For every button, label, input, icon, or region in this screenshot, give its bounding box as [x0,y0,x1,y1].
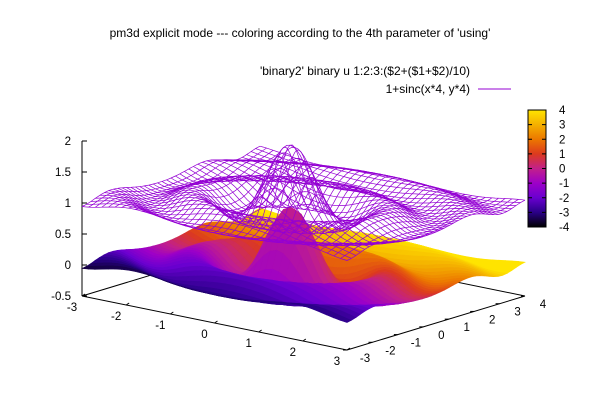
mesh-line [210,159,477,215]
x-tick-mark [258,329,262,333]
pm3d-surface [80,206,526,323]
mesh-line [179,173,445,231]
x-tick-mark [346,347,351,351]
mesh-line [228,159,495,216]
legend-label-binary2: 'binary2' binary u 1:2:3:($2+($1+$2)/10) [260,64,470,78]
mesh-line [326,198,506,254]
mesh-line [202,161,468,220]
x-tick-label: -3 [67,302,77,314]
mesh-line [247,181,426,241]
y-tick-label: 0 [438,330,444,342]
mesh-line [233,160,499,215]
base-edge-right [346,295,526,351]
z-tick-label: 1 [65,198,71,210]
mesh-line [206,160,472,217]
mesh-line [333,198,512,257]
mesh-line [260,185,439,243]
mesh-line [259,145,526,201]
x-tick-label: 3 [334,356,340,368]
pm3d-cell [339,317,353,323]
mesh-line [234,176,413,238]
x-tick-mark [170,311,174,315]
x-tick-label: 0 [201,329,207,341]
colorbox-tick-label: 4 [559,105,566,117]
mesh-line [219,159,486,215]
z-tick-label: 0 [65,260,71,272]
y-tick-label: -2 [385,345,395,357]
y-tick-label: -3 [360,353,370,365]
colorbox-tick-label: -2 [559,193,569,205]
x-tick-label: 1 [245,338,251,350]
x-tick-label: 2 [290,347,296,359]
legend-label-sinc: 1+sinc(x*4, y*4) [386,82,470,96]
colorbox-tick-label: 0 [559,164,565,176]
chart-title: pm3d explicit mode --- coloring accordin… [110,26,491,40]
x-tick-label: -2 [111,311,121,323]
y-tick-label: 1 [464,322,470,334]
colorbox-ticks: 4 3 2 1 0 -1 -2 -3 -4 [528,105,570,234]
colorbox: 4 3 2 1 0 -1 -2 -3 -4 [527,105,570,234]
y-tick-label: -1 [411,338,421,350]
mesh-line [346,199,526,261]
mesh-line [184,171,450,229]
z-tick-label: 2 [65,136,71,148]
mesh-line [307,197,486,246]
tick-labels: -3 -2 -1 0 1 2 3 -3 -2 -1 0 1 2 3 4 -0.5 0 0.5 1 1.5 2 [51,136,547,368]
z-tick-label: 0.5 [55,229,71,241]
z-tick-label: -0.5 [51,291,71,303]
mesh-line [340,199,519,259]
mesh-line [255,148,521,203]
y-tick-label: 4 [540,299,547,311]
colorbox-tick-label: -3 [559,207,569,219]
mesh-line [188,168,454,227]
mesh-line [197,163,463,222]
colorbox-tick-label: 2 [559,134,565,146]
mesh-line [313,197,493,248]
colorbox-tick-label: -1 [559,178,569,190]
x-tick-mark [125,302,130,306]
mesh-line [193,166,459,225]
x-tick-mark [302,338,307,342]
mesh-line [224,159,490,215]
x-tick-mark [214,320,218,324]
y-tick-label: 3 [514,307,520,319]
z-tick-label: 1.5 [55,167,71,179]
colorbox-tick-label: 1 [559,149,565,161]
x-tick-label: -1 [155,320,165,332]
mesh-line [293,194,473,246]
mesh-line [287,192,466,245]
legend: 'binary2' binary u 1:2:3:($2+($1+$2)/10)… [260,64,511,96]
mesh-line [240,180,420,240]
sinc-mesh [81,144,526,261]
y-tick-label: 2 [489,314,495,326]
mesh-line [215,159,481,215]
colorbox-tick-label: 3 [559,120,565,132]
mesh-line [175,175,441,232]
colorbox-tick-label: -4 [559,222,570,234]
